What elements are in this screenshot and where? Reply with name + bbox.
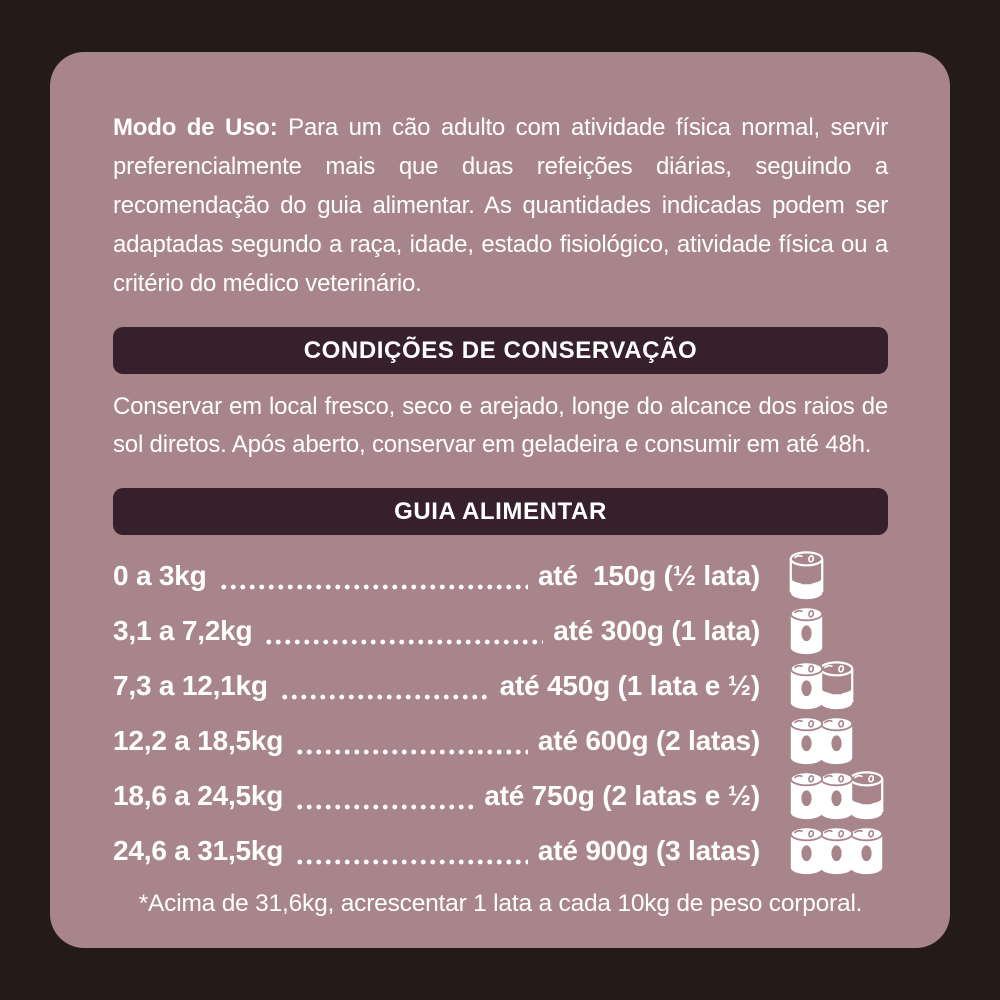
can-icons <box>788 604 888 657</box>
weight-range: 12,2 a 18,5kg <box>113 724 284 756</box>
can-full-icon <box>819 716 854 765</box>
can-full-icon <box>789 716 824 765</box>
weight-range: 24,6 a 31,5kg <box>113 834 284 866</box>
dot-leader <box>293 768 475 823</box>
can-icons <box>788 769 888 822</box>
guide-row: 18,6 a 24,5kg até 750g (2 latas e ½) <box>113 768 888 823</box>
guide-row: 0 a 3kg até 150g (½ lata) <box>113 548 888 603</box>
guide-row: 3,1 a 7,2kg até 300g (1 lata) <box>113 603 888 658</box>
can-full-icon <box>849 826 884 875</box>
dot-leader <box>293 713 528 768</box>
conservation-title: CONDIÇÕES DE CONSERVAÇÃO <box>303 336 698 364</box>
feeding-guide-header: GUIA ALIMENTAR <box>113 488 888 535</box>
usage-paragraph: Modo de Uso: Para um cão adulto com ativ… <box>113 108 888 303</box>
serving-amount: até 300g (1 lata) <box>553 614 760 646</box>
serving-amount: até 750g (2 latas e ½) <box>484 779 760 811</box>
can-full-icon <box>819 771 854 820</box>
can-full-icon <box>789 661 824 710</box>
serving-amount: até 600g (2 latas) <box>537 724 760 756</box>
can-full-icon <box>789 771 824 820</box>
weight-range: 3,1 a 7,2kg <box>113 614 253 646</box>
dot-leader <box>216 548 528 603</box>
can-half-icon <box>819 661 854 710</box>
weight-range: 7,3 a 12,1kg <box>113 669 268 701</box>
can-icons <box>788 659 888 712</box>
guide-row: 12,2 a 18,5kg até 600g (2 latas) <box>113 713 888 768</box>
dot-leader <box>262 603 544 658</box>
label-panel: Modo de Uso: Para um cão adulto com ativ… <box>50 52 950 948</box>
can-half-icon <box>789 551 824 600</box>
conservation-header: CONDIÇÕES DE CONSERVAÇÃO <box>113 327 888 374</box>
serving-amount: até 450g (1 lata e ½) <box>499 669 761 701</box>
dot-leader <box>277 658 490 713</box>
guide-footnote: *Acima de 31,6kg, acrescentar 1 lata a c… <box>138 890 863 917</box>
guide-row: 7,3 a 12,1kg até 450g (1 lata e ½) <box>113 658 888 713</box>
weight-range: 0 a 3kg <box>113 559 207 591</box>
can-full-icon <box>789 606 824 655</box>
weight-range: 18,6 a 24,5kg <box>113 779 284 811</box>
guide-row: 24,6 a 31,5kg até 900g (3 latas) <box>113 823 888 878</box>
serving-amount: até 900g (3 latas) <box>537 834 760 866</box>
can-icons <box>788 549 888 602</box>
usage-text: Para um cão adulto com atividade física … <box>113 114 888 297</box>
usage-label: Modo de Uso: <box>113 114 278 141</box>
dot-leader <box>293 823 528 878</box>
serving-amount: até 150g (½ lata) <box>537 559 760 591</box>
feeding-guide-table: 0 a 3kg até 150g (½ lata) 3,1 a 7,2kg at… <box>113 548 888 878</box>
feeding-guide-title: GUIA ALIMENTAR <box>394 497 607 525</box>
can-icons <box>788 714 888 767</box>
conservation-text: Conservar em local fresco, seco e arejad… <box>113 393 888 458</box>
can-icons <box>788 824 888 877</box>
can-full-icon <box>789 826 824 875</box>
